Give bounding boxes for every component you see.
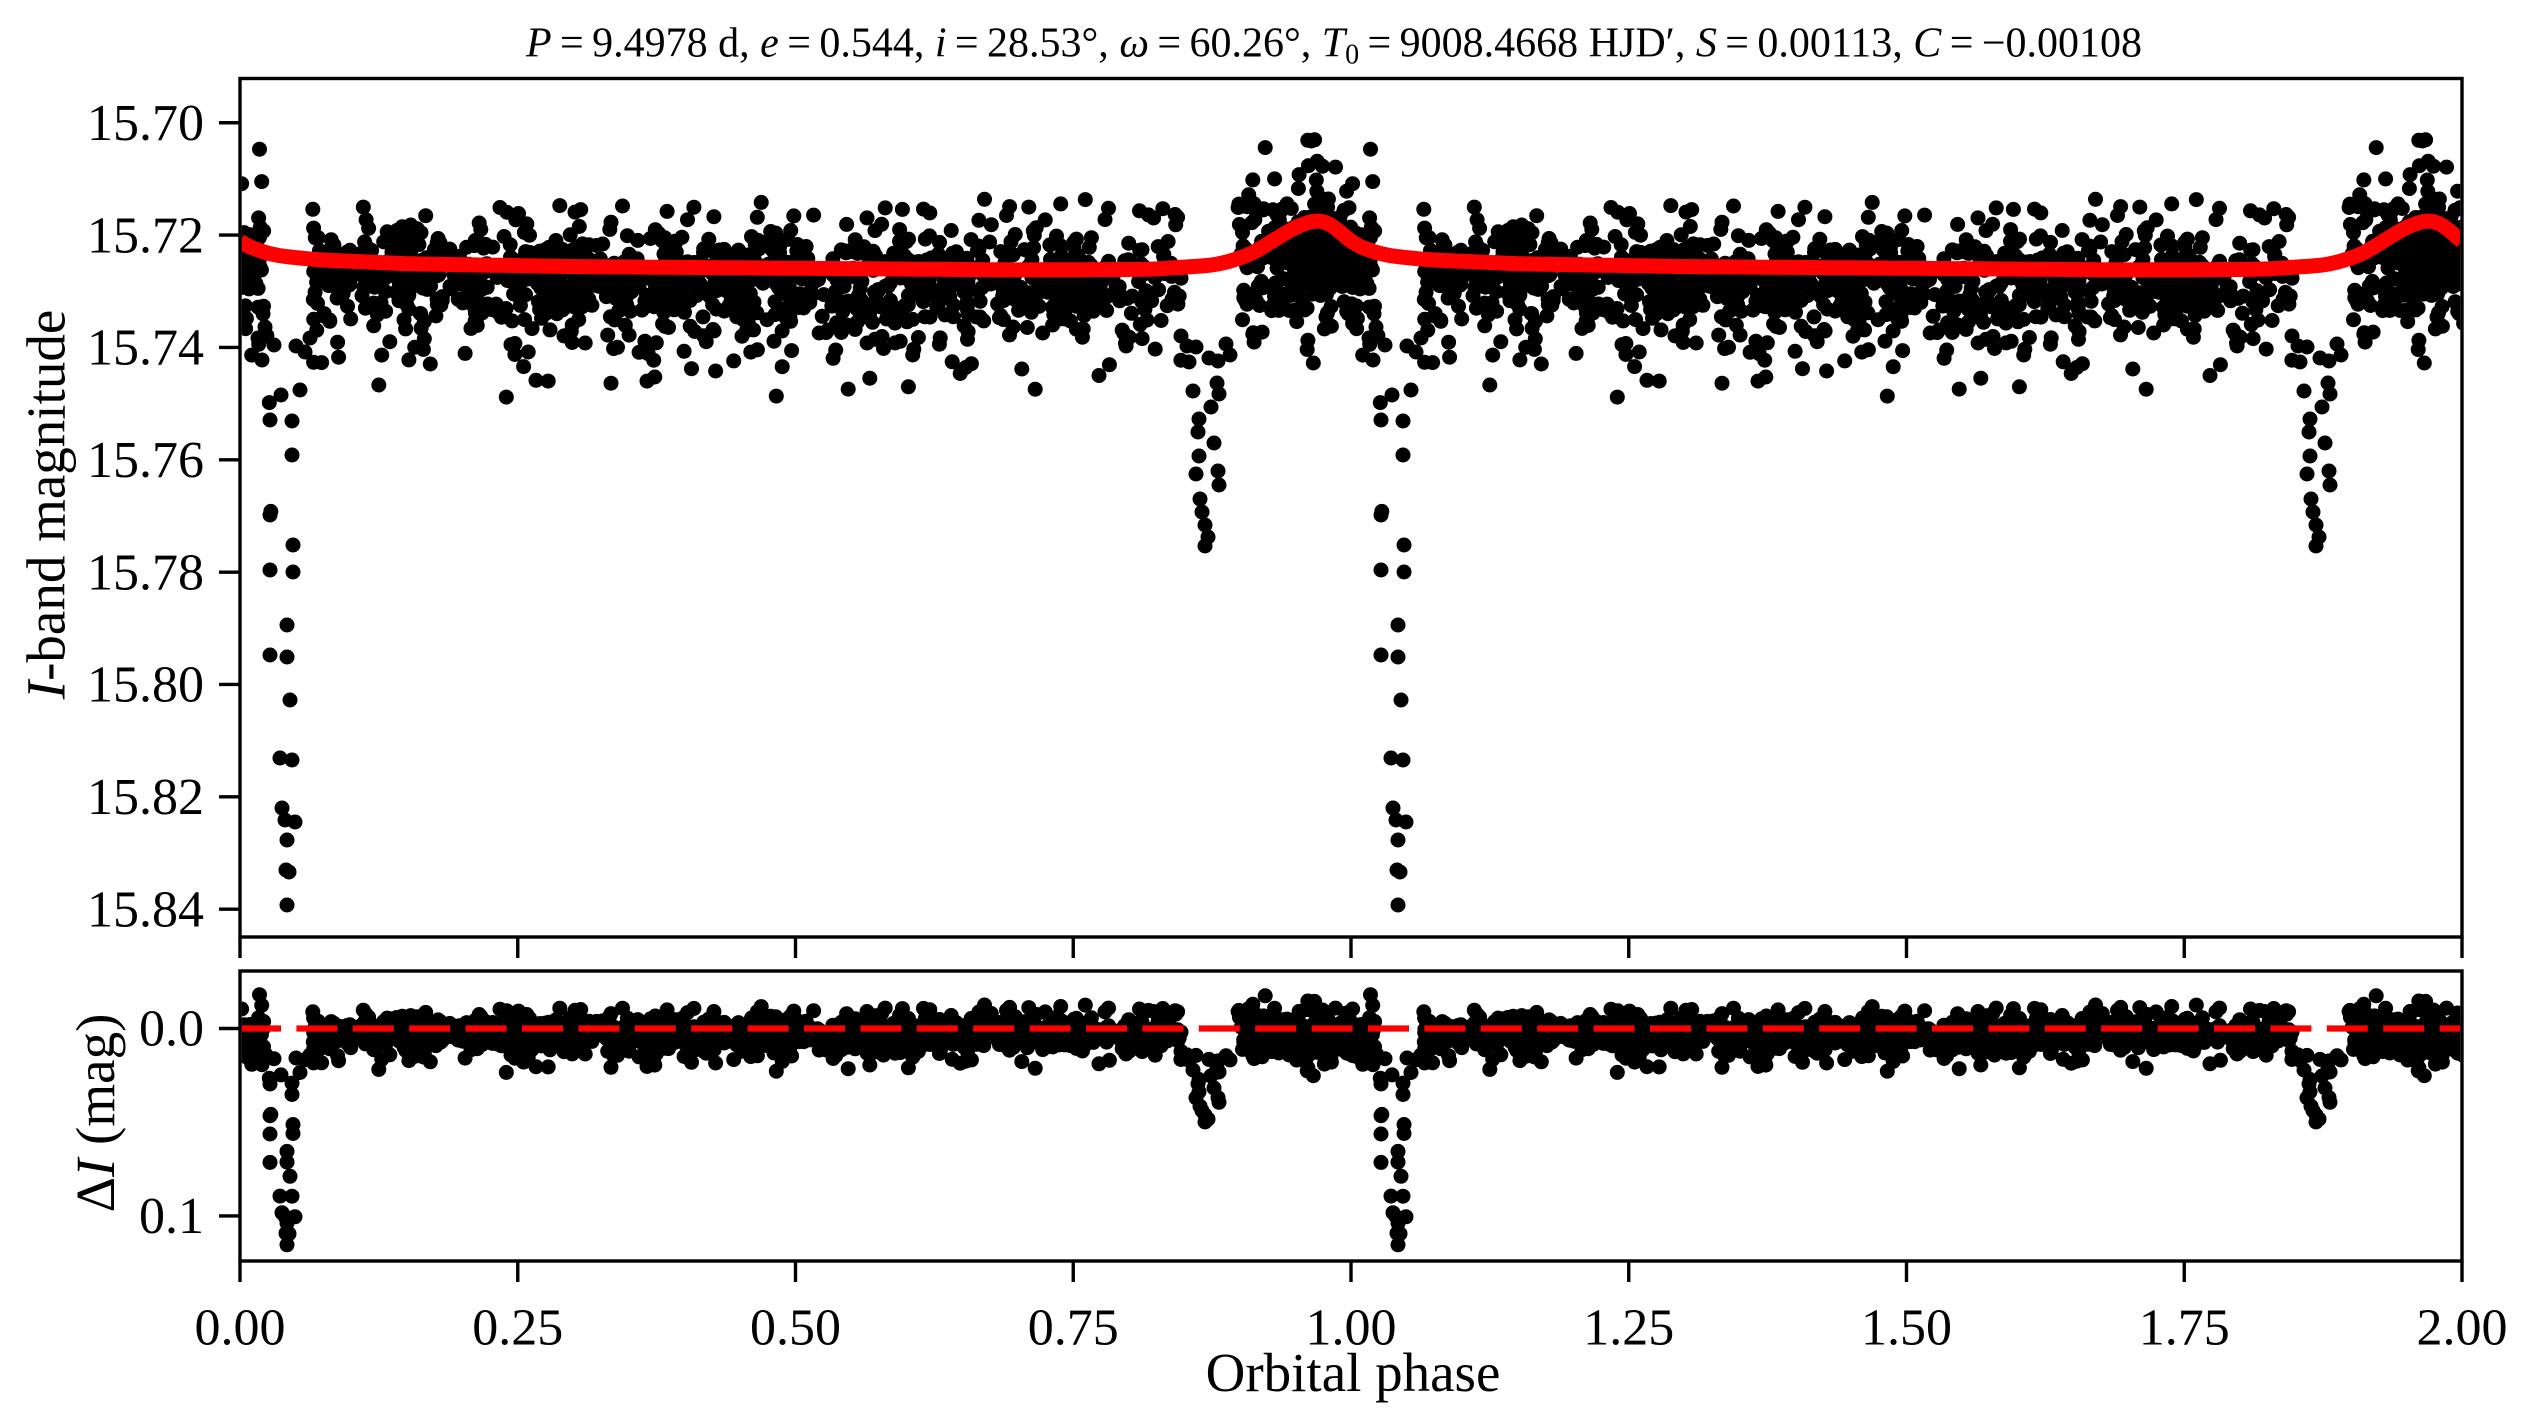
svg-text:ΔI (mag): ΔI (mag) bbox=[65, 1014, 126, 1213]
svg-text:1.00: 1.00 bbox=[1306, 1299, 1397, 1356]
svg-text:1.75: 1.75 bbox=[2139, 1299, 2230, 1356]
svg-text:15.80: 15.80 bbox=[87, 657, 204, 714]
svg-text:15.74: 15.74 bbox=[87, 320, 204, 377]
svg-text:P = 9.4978 d, e = 0.544, i = 2: P = 9.4978 d, e = 0.544, i = 28.53°, ω =… bbox=[525, 21, 2142, 71]
svg-text:0.25: 0.25 bbox=[472, 1299, 563, 1356]
svg-text:Orbital phase: Orbital phase bbox=[1206, 1342, 1501, 1403]
svg-text:1.25: 1.25 bbox=[1583, 1299, 1674, 1356]
svg-text:15.82: 15.82 bbox=[87, 769, 204, 826]
svg-text:15.70: 15.70 bbox=[87, 95, 204, 152]
svg-text:1.50: 1.50 bbox=[1861, 1299, 1952, 1356]
svg-text:15.84: 15.84 bbox=[87, 881, 204, 938]
svg-text:15.72: 15.72 bbox=[87, 207, 204, 264]
svg-text:0.1: 0.1 bbox=[139, 1188, 204, 1245]
svg-text:2.00: 2.00 bbox=[2417, 1299, 2508, 1356]
svg-text:15.78: 15.78 bbox=[87, 544, 204, 601]
svg-text:0.00: 0.00 bbox=[195, 1299, 286, 1356]
svg-text:I-band magnitude: I-band magnitude bbox=[16, 310, 77, 700]
svg-text:0.75: 0.75 bbox=[1028, 1299, 1119, 1356]
svg-text:15.76: 15.76 bbox=[87, 432, 204, 489]
svg-text:0.0: 0.0 bbox=[139, 1001, 204, 1058]
svg-text:0.50: 0.50 bbox=[750, 1299, 841, 1356]
